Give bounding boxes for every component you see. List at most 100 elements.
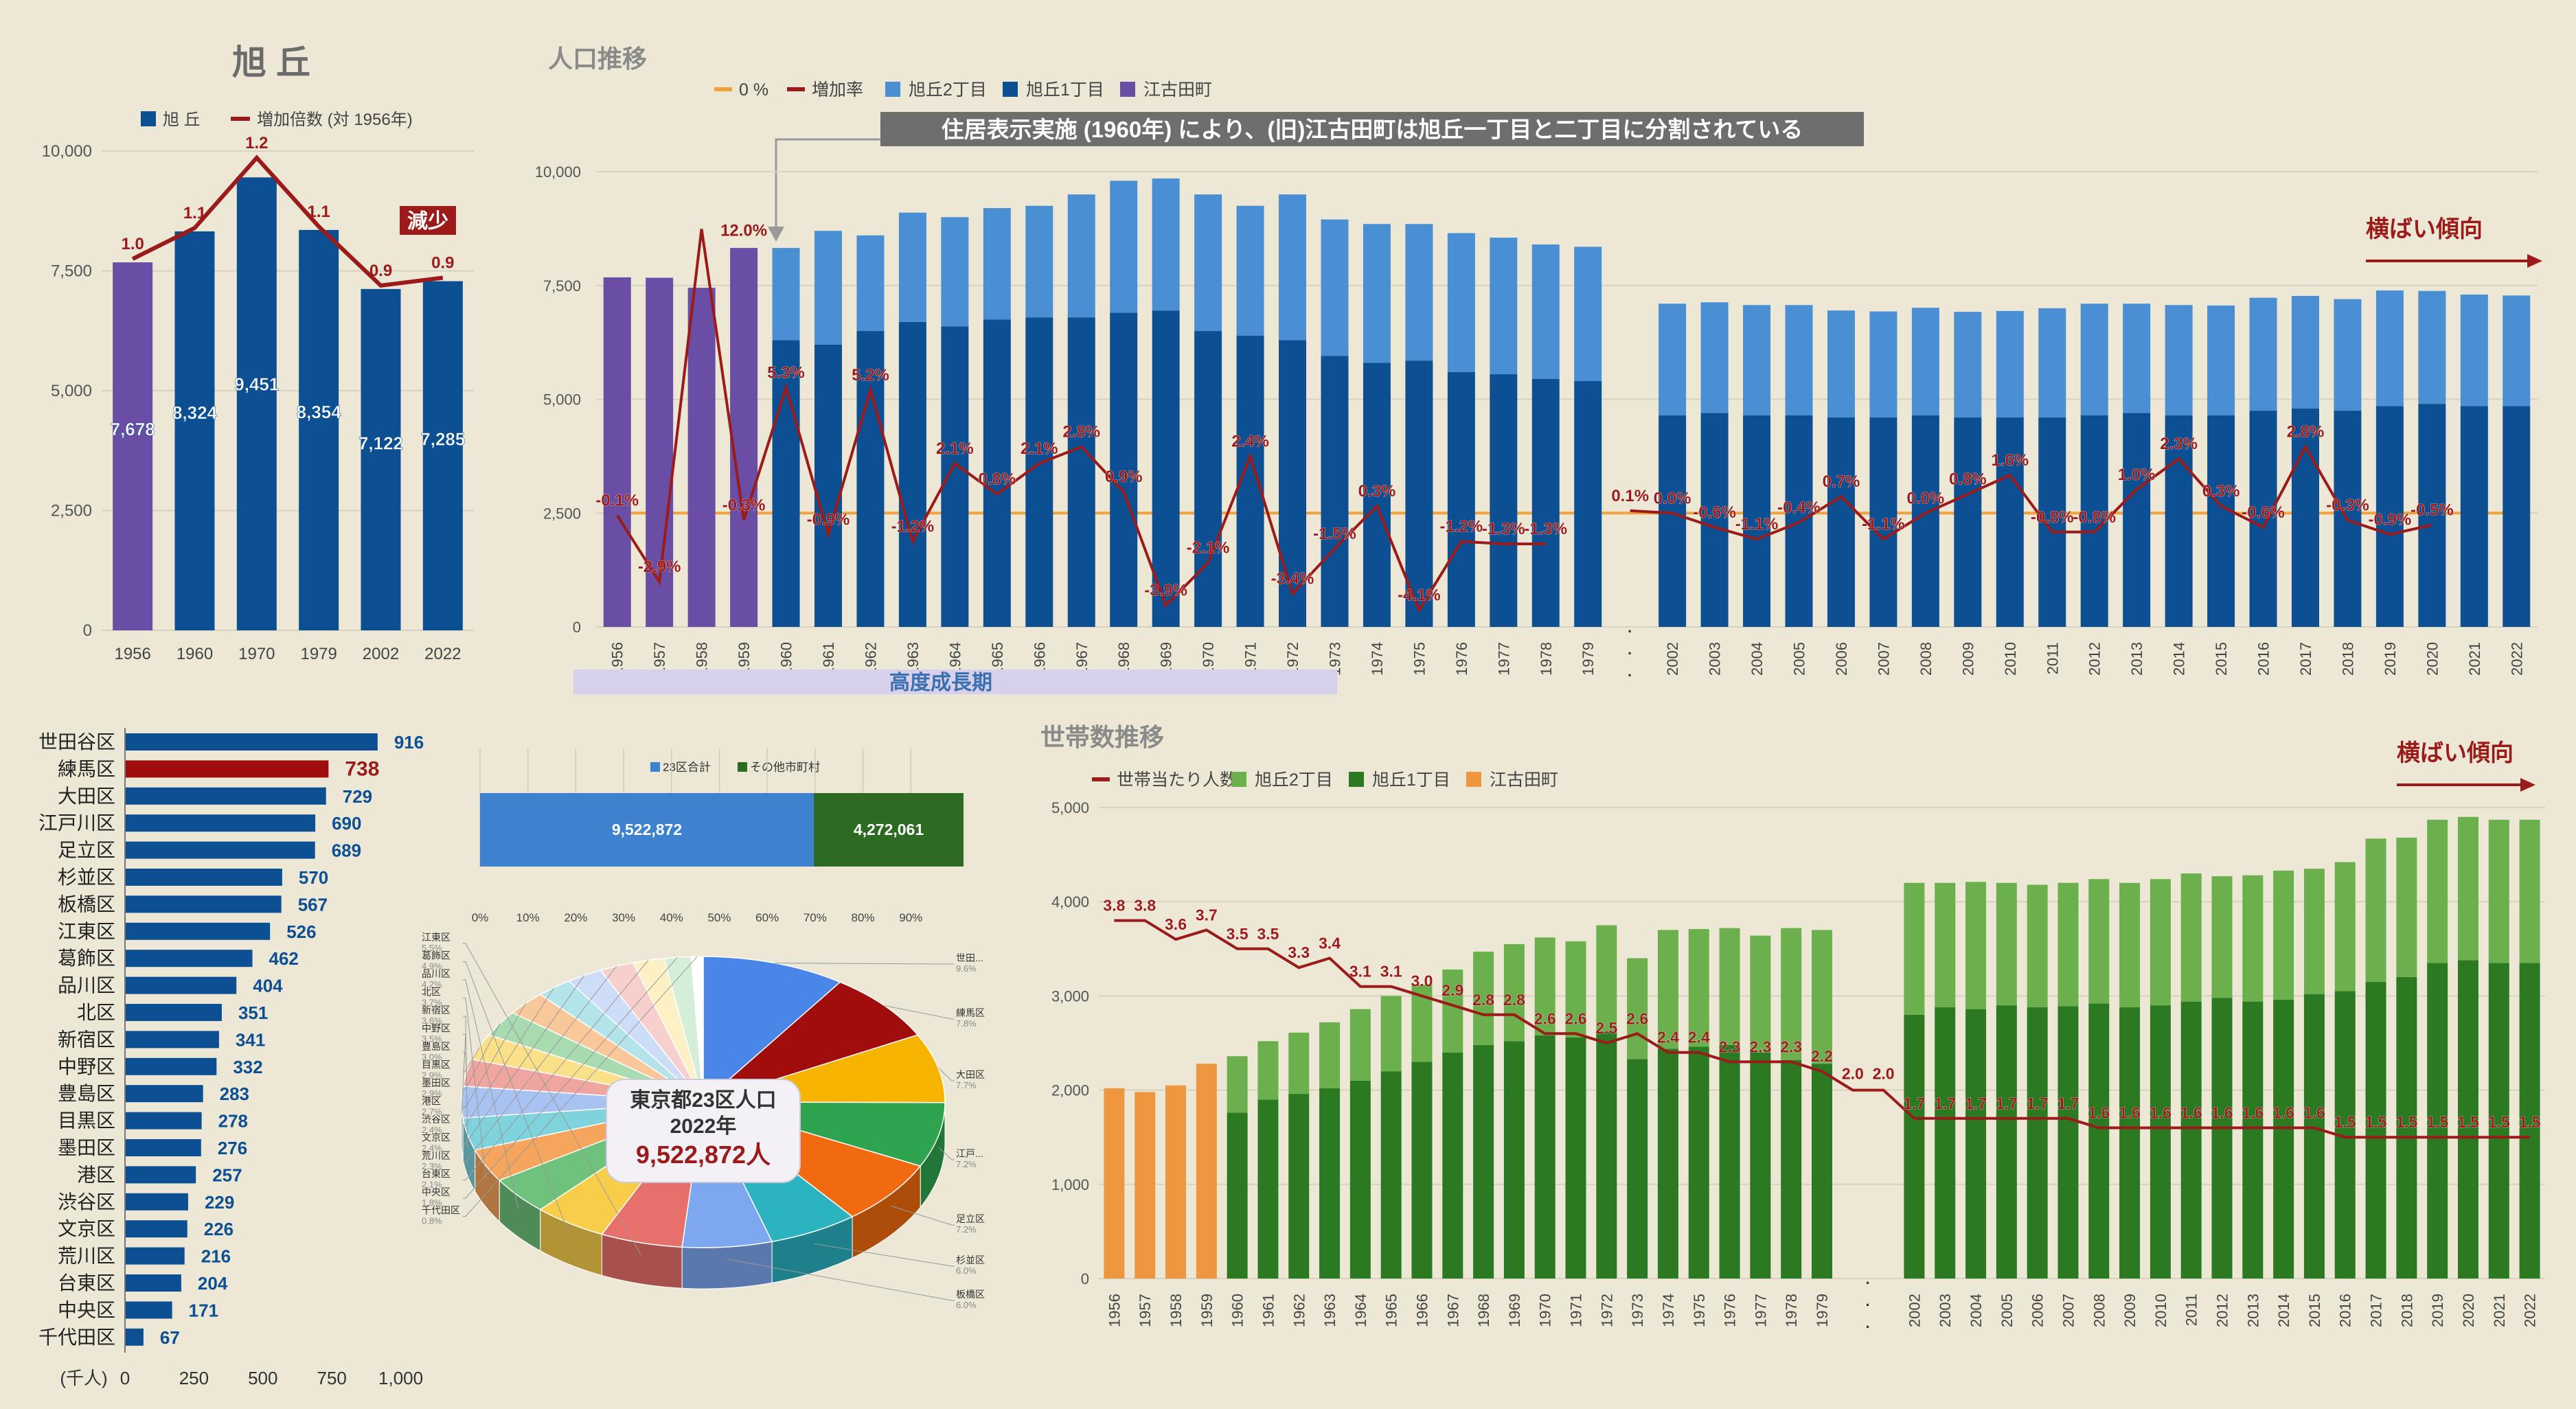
cho2-bar [1659, 303, 1687, 415]
ward-xtick-label: 1,000 [378, 1368, 423, 1388]
household-cho2-bar [1688, 928, 1709, 1047]
household-cho1-bar [1503, 1041, 1525, 1279]
pie-leader-line [463, 956, 698, 1217]
population-ytick-label: 5,000 [543, 391, 581, 409]
population-xtick-label: 1978 [1538, 642, 1555, 676]
ward-bar [125, 1139, 201, 1156]
cho1-bar [1700, 413, 1729, 627]
persons-per-household-label: 2.3 [1719, 1038, 1741, 1055]
household-legend-swatch [1349, 772, 1364, 787]
population-xtick-label: 1976 [1453, 642, 1470, 676]
ratio-label: 0.9 [369, 262, 392, 280]
persons-per-household-label: 3.3 [1288, 943, 1310, 961]
ward-bar [125, 869, 282, 886]
household-cho1-bar [2303, 994, 2325, 1279]
growth-rate-label: -1.1% [1862, 515, 1905, 534]
household-cho2-bar [1812, 930, 1832, 1064]
household-xtick-label: 1976 [1722, 1294, 1739, 1327]
household-ytick-label: 3,000 [1051, 987, 1089, 1005]
cho2-bar [1194, 194, 1222, 332]
household-cho2-bar [2058, 882, 2079, 1007]
cho1-bar [2249, 411, 2277, 627]
pie-slice-name: 中野区 [422, 1023, 451, 1034]
growth-period-label: 高度成長期 [889, 672, 992, 694]
cho2-bar [1785, 305, 1813, 415]
cho2-bar [898, 212, 926, 322]
household-cho2-bar [2303, 869, 2325, 994]
household-cho2-bar [2180, 873, 2202, 1002]
cho2-bar [814, 231, 843, 345]
household-cho1-bar [1904, 1014, 1925, 1279]
cho2-bar [2291, 295, 2319, 409]
ward-value-label: 67 [160, 1327, 180, 1348]
share-xtick-label: 20% [564, 911, 587, 924]
persons-per-household-label: 1.6 [2119, 1103, 2141, 1121]
household-cho2-bar [1380, 996, 1402, 1072]
pie-slice-pct: 5.5% [422, 943, 442, 953]
household-cho1-bar [2457, 960, 2478, 1279]
ward-name-label: 荒川区 [58, 1246, 115, 1267]
household-trend-label: 横ばい傾向 [2397, 740, 2514, 766]
household-cho2-bar [1904, 882, 1925, 1015]
cho2-bar [2165, 305, 2193, 415]
household-xtick-label: 2021 [2491, 1294, 2508, 1327]
ward-name-label: 足立区 [58, 840, 115, 861]
household-cho1-bar [1442, 1052, 1463, 1279]
pie-slice-name: 練馬区 [956, 1007, 985, 1018]
cho1-bar [1996, 417, 2024, 627]
pie-slice-name: 豊島区 [422, 1041, 451, 1052]
pie-slice-pct: 7.2% [956, 1159, 977, 1169]
persons-gap-label: 2.0 [1873, 1065, 1895, 1083]
growth-rate-label: 2.1% [1021, 439, 1058, 458]
household-cho1-bar [2150, 1005, 2171, 1279]
household-cho1-bar [1781, 1059, 1802, 1279]
ward-bar [125, 1220, 187, 1238]
household-xtick-label: 2010 [2152, 1294, 2169, 1327]
persons-per-household-label: 2.5 [1595, 1019, 1617, 1037]
growth-rate-label: 2.4% [1231, 433, 1269, 451]
population-chart-title: 人口推移 [548, 45, 647, 73]
household-xtick-label: 2011 [2183, 1294, 2200, 1326]
asahi-xtick-label: 1979 [300, 645, 337, 663]
persons-per-household-label: 1.6 [2303, 1103, 2325, 1121]
growth-rate-label: 0.0% [1654, 489, 1691, 507]
persons-per-household-label: 1.5 [2519, 1113, 2541, 1131]
ward-axis-unit: (千人) [60, 1368, 107, 1388]
pie-slice-pct: 9.6% [956, 963, 977, 974]
pie-slice-pct: 2.3% [422, 1161, 442, 1171]
ward-value-label: 204 [198, 1273, 228, 1294]
ward-bar [125, 976, 237, 994]
growth-rate-label: -0.6% [1693, 503, 1736, 522]
cho2-bar [1574, 247, 1602, 381]
persons-per-household-label: 1.7 [1996, 1095, 2018, 1112]
cho1-bar [2375, 406, 2404, 627]
household-xtick-label: 1968 [1475, 1294, 1492, 1327]
share-xtick-label: 80% [852, 911, 875, 924]
household-cho2-bar [1935, 882, 1956, 1007]
household-xtick-label: 1971 [1568, 1294, 1585, 1327]
population-legend-label: 増加率 [812, 80, 863, 100]
household-cho2-bar [1657, 930, 1678, 1049]
cho2-bar [1152, 178, 1180, 311]
household-xtick-label: 2016 [2337, 1294, 2354, 1327]
ward-bar [125, 1301, 172, 1319]
ward-name-label: 杉並区 [58, 867, 115, 888]
pie-leader-line [463, 1046, 480, 1071]
pie-leader-line [463, 1023, 501, 1090]
share-bar-other-label: 4,272,061 [854, 821, 924, 838]
household-gap-ellipsis: · [1866, 1296, 1871, 1314]
cho2-bar [2123, 303, 2151, 413]
household-cho2-bar [2273, 870, 2294, 1000]
share-xtick-label: 60% [755, 911, 779, 924]
persons-per-household-label: 1.7 [1903, 1095, 1925, 1112]
persons-per-household-label: 1.5 [2334, 1113, 2356, 1131]
cho2-bar [2418, 290, 2446, 404]
household-cho2-bar [2119, 882, 2141, 1007]
growth-rate-label: 2.8% [2287, 423, 2325, 442]
cho2-bar [1405, 224, 1433, 361]
ward-ranking-chart: 世田谷区 916 練馬区 738 大田区 729 江戸川区 690 足立区 689 杉並区 570 板橋… [38, 728, 424, 1388]
household-legend-label: 世帯当たり人数 [1117, 770, 1237, 790]
cho2-bar [1363, 224, 1391, 363]
persons-per-household-label: 3.5 [1257, 925, 1279, 943]
household-legend-swatch [1466, 772, 1481, 787]
